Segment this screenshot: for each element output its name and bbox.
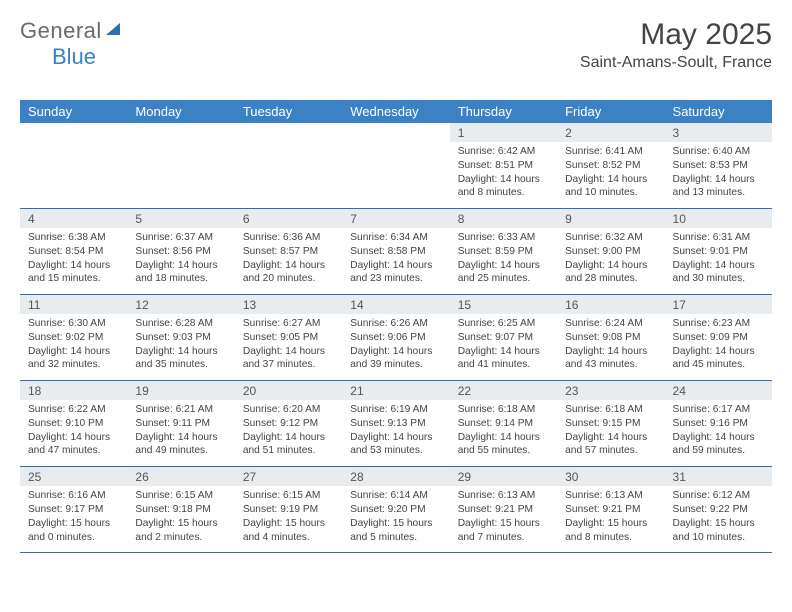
day-number-cell: 15: [450, 294, 557, 314]
day-detail-cell: Sunrise: 6:22 AMSunset: 9:10 PMDaylight:…: [20, 400, 127, 466]
day-number-cell: 18: [20, 380, 127, 400]
day-detail-cell: Sunrise: 6:21 AMSunset: 9:11 PMDaylight:…: [127, 400, 234, 466]
day-detail-row: Sunrise: 6:38 AMSunset: 8:54 PMDaylight:…: [20, 228, 772, 294]
day-detail-cell: Sunrise: 6:38 AMSunset: 8:54 PMDaylight:…: [20, 228, 127, 294]
day-detail-row: Sunrise: 6:22 AMSunset: 9:10 PMDaylight:…: [20, 400, 772, 466]
day-detail-cell: [127, 142, 234, 208]
logo: General: [20, 18, 120, 44]
location-subtitle: Saint-Amans-Soult, France: [580, 54, 772, 72]
day-detail-cell: Sunrise: 6:42 AMSunset: 8:51 PMDaylight:…: [450, 142, 557, 208]
day-number-cell: 2: [557, 123, 664, 142]
day-number-cell: 24: [665, 380, 772, 400]
day-detail-cell: [20, 142, 127, 208]
day-number-cell: 11: [20, 294, 127, 314]
day-detail-cell: Sunrise: 6:26 AMSunset: 9:06 PMDaylight:…: [342, 314, 449, 380]
day-detail-cell: Sunrise: 6:16 AMSunset: 9:17 PMDaylight:…: [20, 486, 127, 553]
day-detail-cell: Sunrise: 6:36 AMSunset: 8:57 PMDaylight:…: [235, 228, 342, 294]
day-detail-cell: [342, 142, 449, 208]
day-number-row: 123: [20, 123, 772, 142]
day-header: Thursday: [450, 100, 557, 123]
day-number-cell: 14: [342, 294, 449, 314]
day-detail-cell: Sunrise: 6:25 AMSunset: 9:07 PMDaylight:…: [450, 314, 557, 380]
day-detail-cell: Sunrise: 6:18 AMSunset: 9:14 PMDaylight:…: [450, 400, 557, 466]
day-number-cell: 25: [20, 466, 127, 486]
day-detail-cell: [235, 142, 342, 208]
logo-text-part2: Blue: [52, 44, 96, 69]
day-number-cell: 3: [665, 123, 772, 142]
day-number-cell: 22: [450, 380, 557, 400]
day-number-cell: 17: [665, 294, 772, 314]
day-number-cell: 12: [127, 294, 234, 314]
day-number-cell: 29: [450, 466, 557, 486]
day-detail-cell: Sunrise: 6:13 AMSunset: 9:21 PMDaylight:…: [557, 486, 664, 553]
day-number-cell: 4: [20, 208, 127, 228]
day-detail-cell: Sunrise: 6:24 AMSunset: 9:08 PMDaylight:…: [557, 314, 664, 380]
day-detail-row: Sunrise: 6:42 AMSunset: 8:51 PMDaylight:…: [20, 142, 772, 208]
day-number-row: 45678910: [20, 208, 772, 228]
day-detail-cell: Sunrise: 6:12 AMSunset: 9:22 PMDaylight:…: [665, 486, 772, 553]
day-detail-cell: Sunrise: 6:18 AMSunset: 9:15 PMDaylight:…: [557, 400, 664, 466]
logo-text-part2-wrap: Blue: [52, 44, 96, 70]
day-number-cell: 23: [557, 380, 664, 400]
day-detail-cell: Sunrise: 6:33 AMSunset: 8:59 PMDaylight:…: [450, 228, 557, 294]
day-detail-cell: Sunrise: 6:30 AMSunset: 9:02 PMDaylight:…: [20, 314, 127, 380]
day-number-cell: 27: [235, 466, 342, 486]
calendar-header-row: Sunday Monday Tuesday Wednesday Thursday…: [20, 100, 772, 123]
day-number-row: 11121314151617: [20, 294, 772, 314]
day-number-row: 18192021222324: [20, 380, 772, 400]
day-header: Wednesday: [342, 100, 449, 123]
day-number-cell: [20, 123, 127, 142]
day-header: Sunday: [20, 100, 127, 123]
day-detail-cell: Sunrise: 6:37 AMSunset: 8:56 PMDaylight:…: [127, 228, 234, 294]
day-number-cell: 13: [235, 294, 342, 314]
day-number-cell: 16: [557, 294, 664, 314]
day-number-cell: 19: [127, 380, 234, 400]
day-number-cell: 1: [450, 123, 557, 142]
day-detail-cell: Sunrise: 6:19 AMSunset: 9:13 PMDaylight:…: [342, 400, 449, 466]
day-detail-cell: Sunrise: 6:32 AMSunset: 9:00 PMDaylight:…: [557, 228, 664, 294]
logo-text-part1: General: [20, 18, 102, 44]
day-number-cell: 28: [342, 466, 449, 486]
day-detail-cell: Sunrise: 6:41 AMSunset: 8:52 PMDaylight:…: [557, 142, 664, 208]
day-detail-cell: Sunrise: 6:15 AMSunset: 9:19 PMDaylight:…: [235, 486, 342, 553]
day-detail-row: Sunrise: 6:30 AMSunset: 9:02 PMDaylight:…: [20, 314, 772, 380]
month-title: May 2025: [580, 18, 772, 52]
page-header: General May 2025 Saint-Amans-Soult, Fran…: [20, 18, 772, 72]
day-number-cell: 10: [665, 208, 772, 228]
day-number-cell: 30: [557, 466, 664, 486]
day-number-cell: 26: [127, 466, 234, 486]
day-detail-cell: Sunrise: 6:20 AMSunset: 9:12 PMDaylight:…: [235, 400, 342, 466]
day-header: Tuesday: [235, 100, 342, 123]
day-detail-cell: Sunrise: 6:23 AMSunset: 9:09 PMDaylight:…: [665, 314, 772, 380]
day-detail-cell: Sunrise: 6:27 AMSunset: 9:05 PMDaylight:…: [235, 314, 342, 380]
day-detail-row: Sunrise: 6:16 AMSunset: 9:17 PMDaylight:…: [20, 486, 772, 553]
day-number-cell: 5: [127, 208, 234, 228]
day-number-cell: [342, 123, 449, 142]
day-number-cell: 21: [342, 380, 449, 400]
day-number-cell: [235, 123, 342, 142]
day-number-cell: 9: [557, 208, 664, 228]
calendar-table: Sunday Monday Tuesday Wednesday Thursday…: [20, 100, 772, 553]
day-detail-cell: Sunrise: 6:40 AMSunset: 8:53 PMDaylight:…: [665, 142, 772, 208]
day-detail-cell: Sunrise: 6:13 AMSunset: 9:21 PMDaylight:…: [450, 486, 557, 553]
day-header: Monday: [127, 100, 234, 123]
day-detail-cell: Sunrise: 6:28 AMSunset: 9:03 PMDaylight:…: [127, 314, 234, 380]
title-block: May 2025 Saint-Amans-Soult, France: [580, 18, 772, 72]
day-detail-cell: Sunrise: 6:34 AMSunset: 8:58 PMDaylight:…: [342, 228, 449, 294]
logo-triangle-icon: [106, 23, 120, 35]
day-number-cell: 7: [342, 208, 449, 228]
day-number-cell: 8: [450, 208, 557, 228]
day-number-cell: [127, 123, 234, 142]
day-header: Saturday: [665, 100, 772, 123]
day-number-cell: 20: [235, 380, 342, 400]
day-detail-cell: Sunrise: 6:14 AMSunset: 9:20 PMDaylight:…: [342, 486, 449, 553]
calendar-body: 123Sunrise: 6:42 AMSunset: 8:51 PMDaylig…: [20, 123, 772, 553]
day-number-row: 25262728293031: [20, 466, 772, 486]
day-number-cell: 31: [665, 466, 772, 486]
day-detail-cell: Sunrise: 6:31 AMSunset: 9:01 PMDaylight:…: [665, 228, 772, 294]
day-header: Friday: [557, 100, 664, 123]
day-detail-cell: Sunrise: 6:15 AMSunset: 9:18 PMDaylight:…: [127, 486, 234, 553]
day-number-cell: 6: [235, 208, 342, 228]
day-detail-cell: Sunrise: 6:17 AMSunset: 9:16 PMDaylight:…: [665, 400, 772, 466]
